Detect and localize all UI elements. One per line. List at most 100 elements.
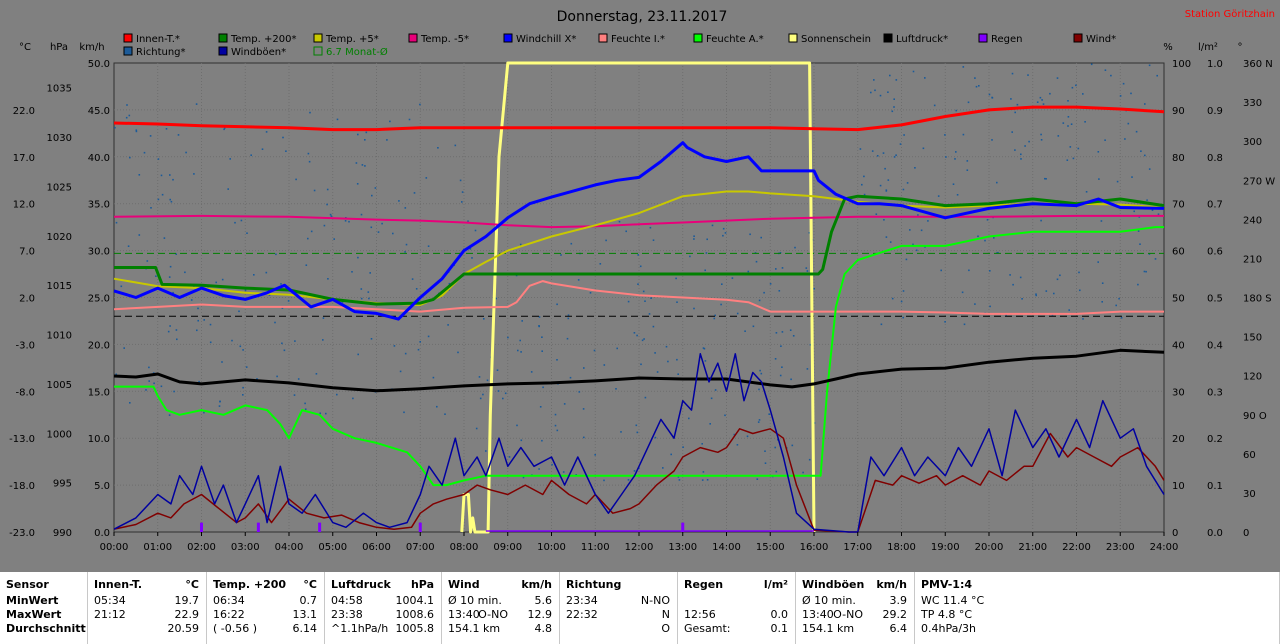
direction-point xyxy=(635,424,638,427)
direction-point xyxy=(541,336,543,338)
series-line-temp-5 xyxy=(113,190,1165,306)
legend-label: Temp. -5* xyxy=(420,34,469,45)
direction-point xyxy=(1027,74,1029,76)
direction-point xyxy=(246,232,248,234)
direction-point xyxy=(193,173,195,175)
direction-point xyxy=(404,251,406,253)
direction-point xyxy=(1079,289,1081,292)
stats-unit: °C xyxy=(185,578,199,591)
direction-point xyxy=(1144,154,1146,157)
stats-value: 1005.8 xyxy=(395,622,435,635)
direction-point xyxy=(427,335,430,338)
direction-point xyxy=(1062,122,1065,124)
direction-point xyxy=(760,372,763,375)
direction-point xyxy=(1156,74,1158,77)
direction-point xyxy=(940,269,942,272)
stats-value: 0.1 xyxy=(770,622,789,635)
celsius-tick-label: 17.0 xyxy=(13,153,35,164)
direction-point xyxy=(165,128,168,130)
percent-tick-label: 0 xyxy=(1172,528,1178,539)
direction-point xyxy=(986,219,989,221)
direction-point xyxy=(644,396,647,399)
stats-value: 0.0 xyxy=(770,608,789,621)
legend-swatch xyxy=(123,33,133,43)
direction-point xyxy=(1014,111,1016,114)
stats-value: N-NO xyxy=(640,594,670,607)
direction-point xyxy=(1090,63,1093,66)
stats-header: Luftdruck xyxy=(331,578,391,591)
kmh-tick-label: 15.0 xyxy=(88,387,110,398)
stats-value: 12.9 xyxy=(527,608,553,621)
direction-point xyxy=(240,219,243,222)
direction-point xyxy=(955,151,957,153)
legend-label: Windchill X* xyxy=(516,34,576,45)
deg-unit-label: ° xyxy=(1238,42,1243,53)
series-line-wind xyxy=(113,428,1165,533)
direction-point xyxy=(884,167,886,170)
x-tick-label: 14:00 xyxy=(712,542,741,553)
legend-swatch xyxy=(218,33,228,43)
direction-point xyxy=(461,201,463,203)
direction-point xyxy=(370,338,373,340)
celsius-tick-label: 2.0 xyxy=(19,294,35,305)
direction-point xyxy=(636,334,638,337)
deg-tick-label: 60 xyxy=(1243,450,1256,461)
series-line-feuchte-a xyxy=(114,226,1164,487)
direction-point xyxy=(649,226,652,229)
legend-swatch xyxy=(123,46,133,56)
direction-point xyxy=(244,289,247,292)
hpa-tick-label: 995 xyxy=(53,479,72,490)
direction-point xyxy=(184,271,186,274)
legend-swatch xyxy=(218,46,228,56)
direction-point xyxy=(393,345,396,347)
direction-point xyxy=(229,158,231,160)
direction-point xyxy=(733,433,736,436)
direction-point xyxy=(779,374,782,377)
legend-swatch xyxy=(788,33,798,43)
stats-time: 154.1 km xyxy=(802,622,855,635)
direction-point xyxy=(190,299,193,301)
stats-time: 06:34 xyxy=(213,594,245,607)
direction-point xyxy=(408,118,411,121)
legend-label: Richtung* xyxy=(136,47,186,58)
direction-point xyxy=(261,148,264,150)
direction-point xyxy=(989,270,991,272)
direction-point xyxy=(809,344,812,346)
direction-point xyxy=(895,79,898,81)
stats-time: 13:40 xyxy=(448,608,480,621)
direction-point xyxy=(711,224,714,227)
direction-point xyxy=(1042,103,1045,105)
direction-point xyxy=(808,458,811,461)
direction-point xyxy=(693,307,695,310)
direction-point xyxy=(1130,92,1132,95)
deg-tick-label: 210 xyxy=(1243,254,1262,265)
x-tick-label: 09:00 xyxy=(493,542,522,553)
direction-point xyxy=(357,133,359,136)
percent-tick-label: 10 xyxy=(1172,481,1185,492)
rain-tick-label: 0.5 xyxy=(1207,294,1223,305)
direction-point xyxy=(1124,138,1126,140)
direction-point xyxy=(496,369,499,371)
statistics-table: Sensor MinWert MaxWert Durchschnitt Innen-T.… xyxy=(0,572,1280,644)
stats-time: ( -0.56 ) xyxy=(213,622,258,635)
direction-point xyxy=(541,439,543,442)
direction-point xyxy=(968,269,970,272)
direction-point xyxy=(1100,220,1103,222)
direction-point xyxy=(640,363,642,366)
x-tick-label: 01:00 xyxy=(143,542,172,553)
direction-point xyxy=(616,347,618,350)
legend-swatch xyxy=(883,33,893,43)
celsius-tick-label: -8.0 xyxy=(15,387,35,398)
direction-point xyxy=(486,379,489,382)
direction-point xyxy=(197,319,199,322)
direction-point xyxy=(1036,101,1039,103)
direction-point xyxy=(927,220,929,222)
x-tick-label: 24:00 xyxy=(1150,542,1179,553)
direction-point xyxy=(138,174,141,176)
rain-tick-label: 0.7 xyxy=(1207,200,1223,211)
direction-point xyxy=(909,229,911,231)
stats-unit: °C xyxy=(303,578,317,591)
rain-tick-label: 1.0 xyxy=(1207,59,1223,70)
direction-point xyxy=(944,134,946,136)
direction-point xyxy=(984,239,986,242)
